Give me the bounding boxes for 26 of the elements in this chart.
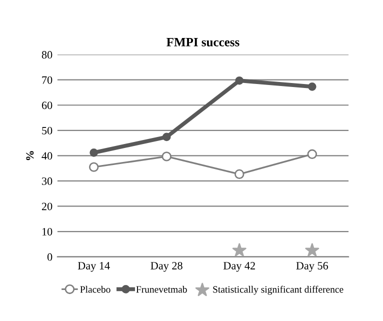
- y-tick-label: 10: [42, 228, 52, 236]
- y-tick-label: 50: [42, 126, 52, 134]
- chart-title: FMPI success: [166, 38, 240, 46]
- y-axis-title: %: [26, 151, 34, 160]
- x-tick-label: Day 28: [150, 262, 182, 272]
- y-tick-label: 60: [42, 102, 52, 110]
- y-tick-label: 0: [47, 253, 52, 261]
- point: [88, 162, 99, 172]
- y-tick-label: 20: [42, 202, 52, 210]
- legend-label: Statistically significant difference: [213, 286, 344, 295]
- y-tick-label: 30: [42, 177, 52, 185]
- x-tick-label: Day 42: [223, 262, 255, 272]
- y-tick-label: 80: [42, 51, 52, 59]
- x-tick-label: Day 14: [78, 262, 110, 272]
- point: [235, 76, 244, 85]
- point: [234, 169, 244, 179]
- point: [307, 149, 318, 160]
- point: [308, 82, 316, 91]
- legend-label: Frunevetmab: [136, 286, 187, 293]
- point: [162, 132, 171, 142]
- x-tick-label: Day 56: [296, 262, 328, 272]
- point: [90, 148, 98, 157]
- legend-label: Placebo: [80, 286, 110, 293]
- point: [162, 152, 172, 162]
- y-tick-label: 40: [42, 152, 52, 160]
- y-tick-label: 70: [42, 76, 52, 84]
